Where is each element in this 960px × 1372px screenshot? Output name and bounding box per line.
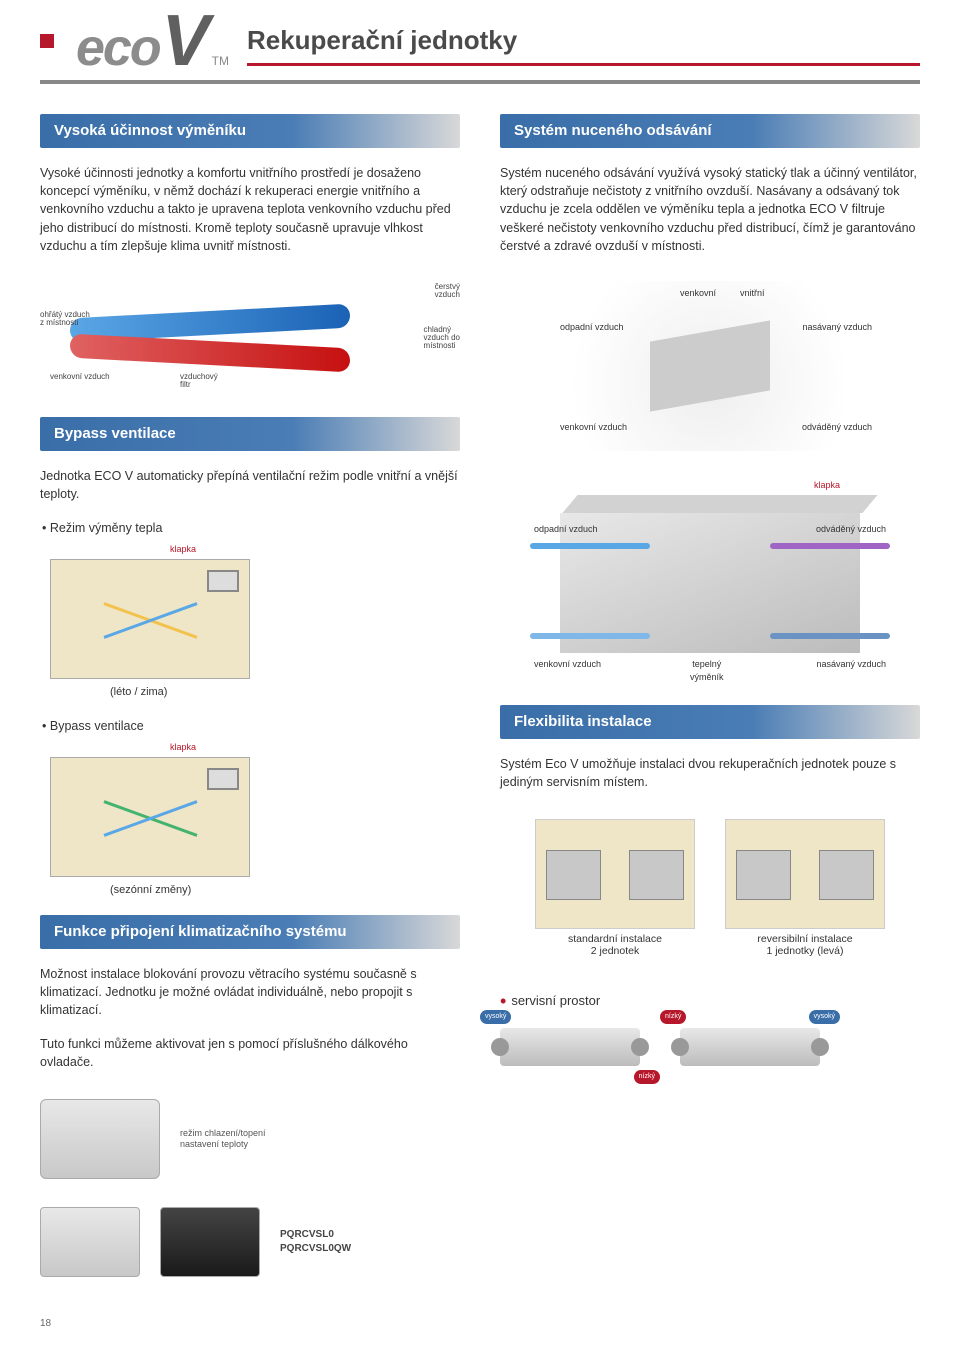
lbl-venkovni: venkovní [680,287,716,300]
heat-mode-diagram [50,559,250,679]
install-pair: standardní instalace 2 jednotek reversib… [500,819,920,958]
lbl-air-filter: vzduchový filtr [180,373,218,389]
right-column: Systém nuceného odsávání Systém nuceného… [500,114,920,1277]
lbl-venkovni-vzduch: venkovní vzduch [560,421,627,434]
forced-extraction-diagram: venkovní vnitřní odpadní vzduch nasávaný… [540,281,880,451]
bypass-text: Jednotka ECO V automaticky přepíná venti… [40,467,460,503]
section-header-forced: Systém nuceného odsávání [500,114,920,148]
controllers-row: PQRCVSL0 PQRCVSL0QW [40,1207,460,1277]
flex-text: Systém Eco V umožňuje instalaci dvou rek… [500,755,920,791]
lbl-heated-from-room: ohřátý vzduch z místnosti [40,311,90,327]
section-header-efficiency: Vysoká účinnost výměníku [40,114,460,148]
caption2-l1: reversibilní instalace [725,933,885,946]
install-caption-standard: standardní instalace 2 jednotek [535,933,695,958]
air-ribbons-icon [70,311,350,371]
lbl-vnitrni: vnitřní [740,287,765,300]
lbl-nasavany: nasávaný vzduch [802,321,872,334]
lbl-tepelny: tepelný výměník [690,658,724,684]
ac-link-p2: Tuto funkci můžeme aktivovat jen s pomoc… [40,1035,460,1071]
install-standard: standardní instalace 2 jednotek [535,819,695,958]
product-code-2: PQRCVSL0QW [280,1242,351,1257]
pill-low-1: nízký [634,1070,660,1084]
klapka-label-1: klapka [170,543,196,556]
side-units-row: vysoký nízký nízký vysoký [500,1028,920,1066]
season-heat: (léto / zima) [110,685,460,701]
page-title: Rekuperační jednotky [247,22,920,67]
lbl-odvadeny: odváděný vzduch [802,421,872,434]
lbl-venkovni2: venkovní vzduch [534,658,601,671]
controller-dark-icon [160,1207,260,1277]
ac-link-p1: Možnost instalace blokování provozu větr… [40,965,460,1019]
install-box-standard [535,819,695,929]
mode-heat-bullet: Režim výměny tepla [42,519,460,537]
side-unit-1: vysoký nízký [500,1028,640,1066]
heat-exchanger-diagram: čerstvý vzduch chladný vzduch do místnos… [40,271,460,401]
product-codes: PQRCVSL0 PQRCVSL0QW [280,1228,351,1257]
exchanger-core-icon [650,320,770,411]
section-header-bypass: Bypass ventilace [40,417,460,451]
side-unit-2: nízký vysoký [680,1028,820,1066]
lbl-fresh-air: čerstvý vzduch [435,283,460,299]
lbl-cool-air: chladný vzduch do místnosti [424,326,460,350]
page-header: eco V TM Rekuperační jednotky [40,20,920,70]
pill-high-1: vysoký [480,1010,511,1024]
pill-high-2: vysoký [809,1010,840,1024]
left-column: Vysoká účinnost výměníku Vysoké účinnost… [40,114,460,1277]
controller-light-icon [40,1207,140,1277]
bypass-mode-diagram [50,757,250,877]
remote-caption: režim chlazení/topení nastavení teploty [180,1128,266,1151]
lbl-outdoor-air: venkovní vzduch [50,373,110,381]
service-space-bullet: servisní prostor [500,986,920,1012]
install-box-reversible [725,819,885,929]
cassette-unit-icon [40,1099,160,1179]
section-header-ac-link: Funkce připojení klimatizačního systému [40,915,460,949]
two-column-layout: Vysoká účinnost výměníku Vysoké účinnost… [40,114,920,1277]
product-code-1: PQRCVSL0 [280,1228,351,1243]
lbl-odpadni: odpadní vzduch [560,321,624,334]
lbl-odvadeny2: odváděný vzduch [816,523,886,536]
mode-bypass-bullet: Bypass ventilace [42,717,460,735]
section-header-flex: Flexibilita instalace [500,705,920,739]
lbl-odpadni2: odpadní vzduch [534,523,598,536]
efficiency-text: Vysoké účinnosti jednotky a komfortu vni… [40,164,460,255]
page-number: 18 [40,1317,920,1332]
season-bypass: (sezónní změny) [110,883,460,899]
logo-tm: TM [212,53,229,70]
caption1-l2: 2 jednotek [535,945,695,958]
install-reversible: reversibilní instalace 1 jednotky (levá) [725,819,885,958]
logo-v-text: V [162,20,210,63]
logo: eco V TM [76,20,229,70]
forced-text: Systém nuceného odsávání využívá vysoký … [500,164,920,255]
klapka-label-3: klapka [814,479,840,492]
logo-eco-text: eco [76,32,160,66]
brand-square-icon [40,34,54,48]
lbl-nasavany2: nasávaný vzduch [816,658,886,671]
caption2-l2: 1 jednotky (levá) [725,945,885,958]
install-caption-reversible: reversibilní instalace 1 jednotky (levá) [725,933,885,958]
airflow-box-diagram: klapka odpadní vzduch odváděný vzduch ve… [540,483,880,683]
remote-row: režim chlazení/topení nastavení teploty [40,1099,460,1179]
caption1-l1: standardní instalace [535,933,695,946]
pill-low-2: nízký [660,1010,686,1024]
klapka-label-2: klapka [170,741,196,754]
